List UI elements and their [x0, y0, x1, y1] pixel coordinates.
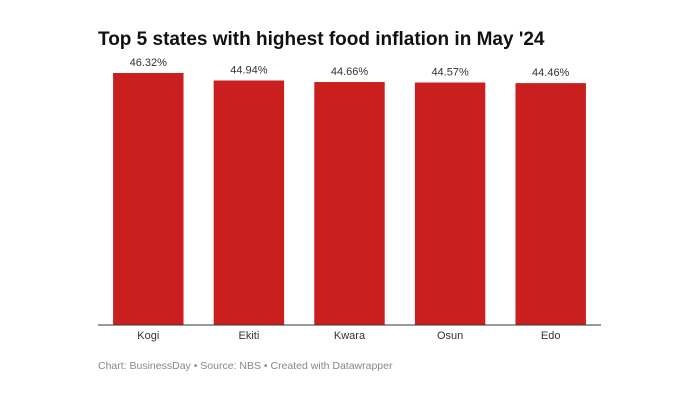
bar	[314, 82, 385, 325]
bar	[515, 83, 586, 325]
bar	[414, 82, 486, 326]
value-label: 44.94%	[230, 64, 268, 76]
value-label: 46.32%	[130, 57, 168, 69]
value-label: 44.46%	[532, 67, 570, 79]
x-tick-label: Kogi	[137, 330, 159, 342]
x-tick-label: Osun	[437, 330, 463, 342]
x-tick-label: Edo	[541, 330, 561, 342]
value-label: 44.57%	[431, 66, 469, 78]
value-label: 44.66%	[331, 66, 369, 78]
footer: Chart: BusinessDay • Source: NBS • Creat…	[98, 360, 393, 372]
x-tick-label: Ekiti	[239, 330, 260, 342]
bar	[113, 73, 184, 325]
chart-title: Top 5 states with highest food inflation…	[98, 29, 545, 50]
x-tick-label: Kwara	[334, 330, 366, 342]
bar	[213, 80, 285, 325]
